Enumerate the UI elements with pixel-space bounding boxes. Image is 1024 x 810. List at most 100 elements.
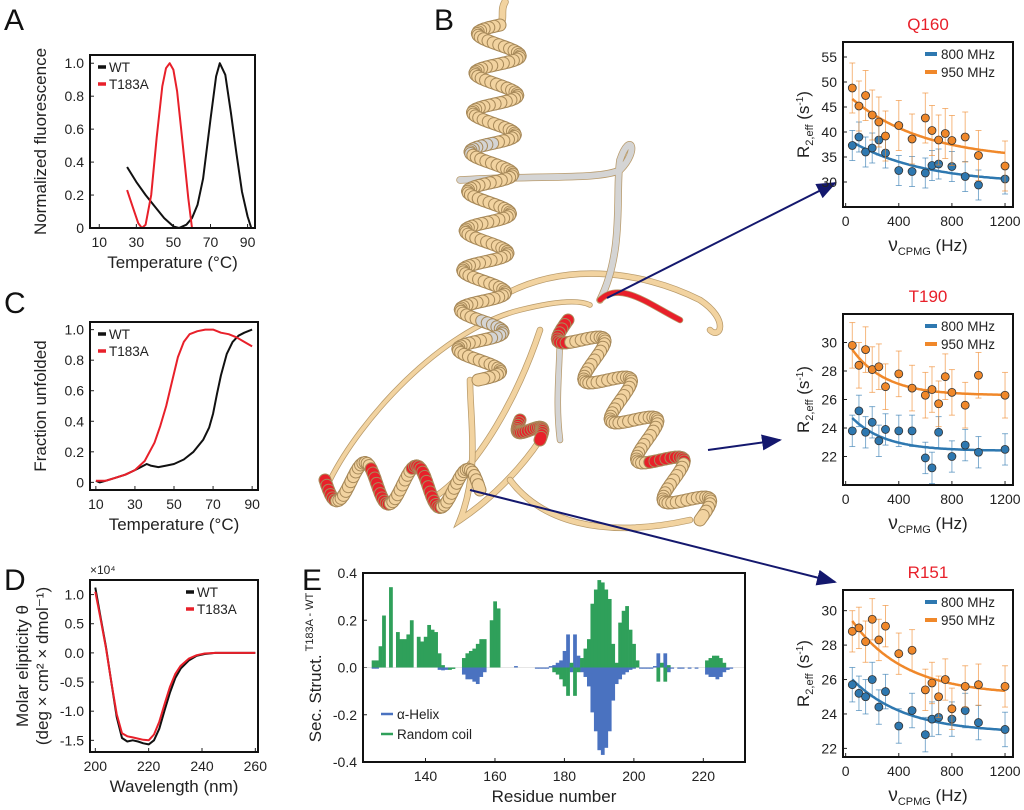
- data-point-950-mhz: [881, 621, 890, 631]
- bar-random-coil: [625, 606, 629, 668]
- bar--helix: [625, 667, 629, 673]
- data-point-800-mhz: [974, 447, 983, 457]
- legend-label: 800 MHz: [941, 595, 995, 610]
- plot-area: [94, 587, 256, 746]
- structure-to-panel-arrows: [469, 182, 837, 586]
- y-tick-label: 30: [821, 603, 837, 619]
- bar-random-coil: [382, 615, 386, 668]
- chart-e: 140 160 180 200 220 -0.4 -0.2 0.0 0.2 0.4 α-Helix R…: [304, 565, 746, 806]
- data-point-800-mhz: [1000, 444, 1010, 454]
- bar-random-coil: [479, 639, 484, 668]
- bar--helix: [534, 667, 539, 669]
- bar--helix: [586, 667, 591, 687]
- bar--helix: [600, 667, 605, 755]
- x-tick-label: 0: [842, 213, 850, 229]
- data-point-800-mhz: [920, 730, 930, 740]
- bar-random-coil: [559, 667, 563, 680]
- x-axis-title-subscript: CPMG: [898, 524, 931, 536]
- series-line-t183a: [94, 591, 256, 742]
- series-line-wt: [126, 62, 253, 228]
- bar--helix: [642, 667, 647, 669]
- data-point-800-mhz: [847, 141, 857, 150]
- y-axis-title-superscript: -1: [795, 645, 806, 654]
- data-point-950-mhz: [947, 136, 957, 145]
- y-axis-title-close: ): [794, 91, 813, 97]
- x-axis-title: Residue number: [492, 787, 617, 806]
- bar--helix: [472, 667, 477, 682]
- bar-random-coil: [604, 589, 609, 668]
- bar-random-coil: [402, 639, 407, 668]
- data-point-800-mhz: [907, 167, 917, 176]
- bar--helix: [652, 666, 657, 668]
- legend-label: WT: [197, 585, 218, 600]
- bar--helix: [573, 634, 577, 668]
- panel-label-a: A: [4, 4, 24, 37]
- bar-random-coil: [580, 658, 584, 668]
- data-point-800-mhz: [960, 172, 970, 181]
- y-tick-label: 55: [821, 49, 837, 65]
- bar--helix: [687, 667, 692, 669]
- y-axis-title: R2,eff (s-1): [794, 366, 816, 433]
- data-point-950-mhz: [854, 360, 864, 370]
- bar--helix: [576, 655, 581, 668]
- x-tick-label: 260: [244, 758, 268, 774]
- x-axis-title-symbol: ν: [888, 235, 898, 256]
- bar-random-coil: [708, 658, 713, 668]
- y-tick-label: 1.0: [65, 55, 85, 71]
- bar--helix: [465, 667, 470, 680]
- x-tick-label: 180: [553, 768, 577, 784]
- bar--helix: [611, 667, 616, 701]
- y-tick-label: 0.4: [65, 413, 85, 429]
- x-axis-title-unit: (Hz): [931, 236, 968, 255]
- x-tick-label: 220: [692, 768, 716, 784]
- x-tick-label: 400: [887, 213, 911, 229]
- data-point-800-mhz: [874, 702, 884, 712]
- panel-title: R151: [908, 563, 949, 582]
- x-tick-label: 50: [166, 496, 182, 512]
- bar--helix: [583, 667, 588, 677]
- bar--helix: [677, 667, 682, 669]
- data-point-950-mhz: [847, 340, 857, 350]
- loop: [454, 377, 543, 527]
- y-tick-label: 40: [821, 124, 837, 140]
- x-tick-label: 140: [414, 768, 438, 784]
- legend-label: 950 MHz: [941, 613, 995, 628]
- y-tick-label: 0.2: [65, 444, 85, 460]
- bar--helix: [649, 667, 654, 669]
- bar--helix: [444, 667, 449, 670]
- data-point-950-mhz: [1000, 161, 1010, 171]
- data-point-800-mhz: [894, 721, 904, 731]
- bar-random-coil: [705, 660, 709, 668]
- bar-random-coil: [399, 639, 404, 668]
- data-point-800-mhz: [960, 706, 970, 715]
- data-point-800-mhz: [881, 425, 890, 434]
- x-tick-label: 90: [240, 234, 256, 250]
- data-point-950-mhz: [854, 101, 864, 111]
- y-tick-label: 24: [821, 420, 837, 436]
- x-tick-label: 800: [940, 491, 964, 507]
- bar--helix: [566, 634, 570, 668]
- bar--helix: [590, 667, 595, 713]
- bar--helix: [632, 667, 636, 669]
- helix-segment: [472, 479, 486, 496]
- y-tick-label: 50: [821, 74, 837, 90]
- bar--helix: [722, 667, 727, 673]
- bar--helix: [670, 667, 675, 669]
- bar--helix: [621, 667, 626, 675]
- bar--helix: [475, 667, 480, 685]
- bar--helix: [604, 667, 609, 748]
- bar--helix: [597, 667, 602, 751]
- x-tick-label: 30: [129, 234, 145, 250]
- y-axis-title-units: (deg × cm² × dmol⁻¹): [33, 587, 52, 745]
- y-tick-label: 45: [821, 99, 837, 115]
- bar--helix: [614, 667, 619, 685]
- loop: [507, 477, 693, 531]
- bar-random-coil: [712, 655, 716, 668]
- data-point-950-mhz: [920, 390, 930, 400]
- bar-random-coil: [389, 587, 393, 668]
- data-point-950-mhz: [934, 399, 944, 409]
- bar--helix: [548, 666, 553, 668]
- y-tick-label: 1.0: [65, 322, 85, 338]
- x-tick-label: 50: [166, 234, 182, 250]
- bar-random-coil: [635, 660, 640, 668]
